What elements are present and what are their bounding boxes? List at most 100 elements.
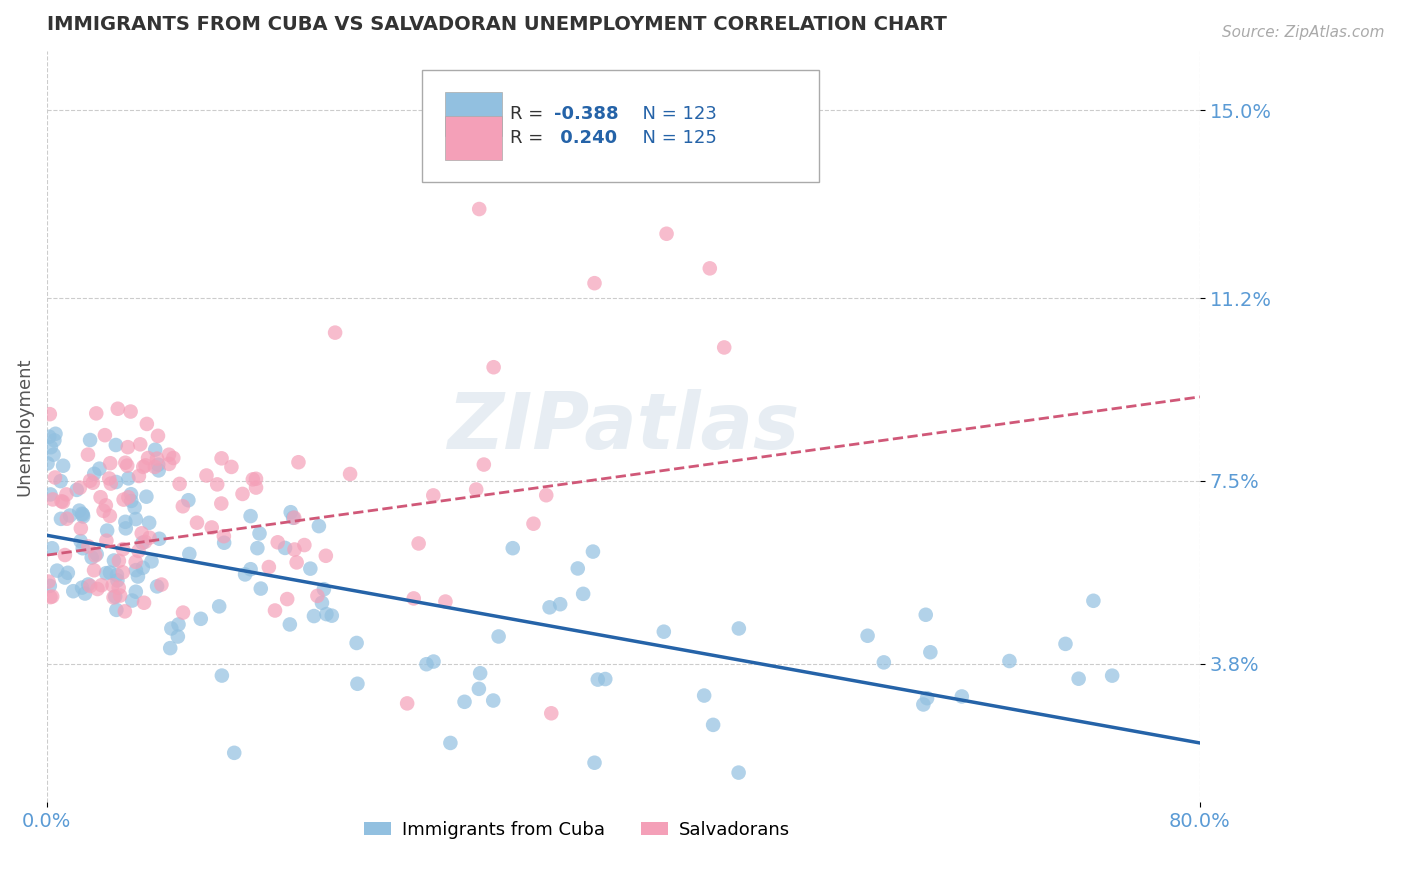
Point <box>468 681 491 696</box>
Point <box>117 491 139 505</box>
Point <box>212 529 235 543</box>
Point <box>302 609 325 624</box>
Point <box>59 508 82 523</box>
Point <box>98 456 121 470</box>
Point <box>131 536 153 550</box>
Point <box>186 516 208 530</box>
Point <box>42 492 65 507</box>
Point <box>1054 637 1077 651</box>
Point <box>166 630 188 644</box>
Legend: Immigrants from Cuba, Salvadorans: Immigrants from Cuba, Salvadorans <box>357 814 797 846</box>
Point <box>38 574 60 589</box>
Point <box>41 590 63 604</box>
Point <box>652 624 675 639</box>
Point <box>482 693 505 707</box>
Point <box>583 756 606 770</box>
Y-axis label: Unemployment: Unemployment <box>15 358 32 496</box>
Point <box>117 471 139 485</box>
Point <box>124 555 146 569</box>
Point <box>402 591 425 606</box>
Point <box>212 535 235 549</box>
Point <box>146 579 169 593</box>
Point <box>121 593 143 607</box>
Point <box>132 596 155 610</box>
Point <box>287 455 309 469</box>
Point <box>46 564 69 578</box>
Point <box>233 567 256 582</box>
Point <box>408 536 430 550</box>
Point <box>468 202 491 216</box>
Point <box>44 426 66 441</box>
FancyBboxPatch shape <box>422 70 820 182</box>
Point <box>339 467 361 481</box>
Point <box>114 456 136 470</box>
Point <box>169 476 191 491</box>
Point <box>86 582 108 596</box>
Point <box>540 706 562 721</box>
Point <box>221 459 243 474</box>
Point <box>276 592 298 607</box>
Point <box>83 467 105 481</box>
Point <box>177 493 200 508</box>
Point <box>37 457 59 471</box>
Point <box>950 690 973 704</box>
Point <box>131 526 153 541</box>
Point <box>93 504 115 518</box>
Point <box>522 516 544 531</box>
Point <box>285 556 308 570</box>
Point <box>321 608 343 623</box>
Point <box>49 512 72 526</box>
Point <box>283 510 305 524</box>
Point <box>70 507 93 521</box>
Point <box>920 645 942 659</box>
Point <box>167 617 190 632</box>
Point <box>224 746 246 760</box>
Point <box>77 540 100 554</box>
Point <box>264 603 287 617</box>
Point <box>53 570 76 584</box>
Point <box>114 521 136 535</box>
Point <box>69 481 91 495</box>
Point <box>82 475 104 490</box>
Point <box>56 512 79 526</box>
Point <box>69 534 91 549</box>
Point <box>117 458 139 473</box>
Point <box>472 458 495 472</box>
Point <box>172 500 194 514</box>
Point <box>98 566 121 580</box>
Point <box>129 437 152 451</box>
Point <box>159 641 181 656</box>
Text: R =: R = <box>510 105 550 123</box>
Point <box>713 341 735 355</box>
Point <box>439 736 461 750</box>
Point <box>111 542 134 557</box>
Point <box>257 560 280 574</box>
Point <box>104 438 127 452</box>
Point <box>52 495 75 509</box>
Point <box>281 510 304 524</box>
Point <box>39 590 62 604</box>
Point <box>38 430 60 444</box>
Point <box>42 448 65 462</box>
Point <box>98 508 121 523</box>
Point <box>209 496 232 510</box>
Point <box>72 509 94 524</box>
Point <box>146 451 169 466</box>
Point <box>1067 672 1090 686</box>
Point <box>534 488 557 502</box>
Point <box>128 469 150 483</box>
Point <box>190 612 212 626</box>
Point <box>299 561 322 575</box>
Point <box>315 607 337 621</box>
Point <box>582 544 605 558</box>
Point <box>108 589 131 603</box>
Point <box>108 554 131 568</box>
Point <box>231 487 253 501</box>
FancyBboxPatch shape <box>444 116 502 160</box>
Point <box>79 579 101 593</box>
Text: R =: R = <box>510 129 550 147</box>
Point <box>422 655 444 669</box>
Point <box>245 472 267 486</box>
Point <box>415 657 437 672</box>
Point <box>135 417 157 431</box>
